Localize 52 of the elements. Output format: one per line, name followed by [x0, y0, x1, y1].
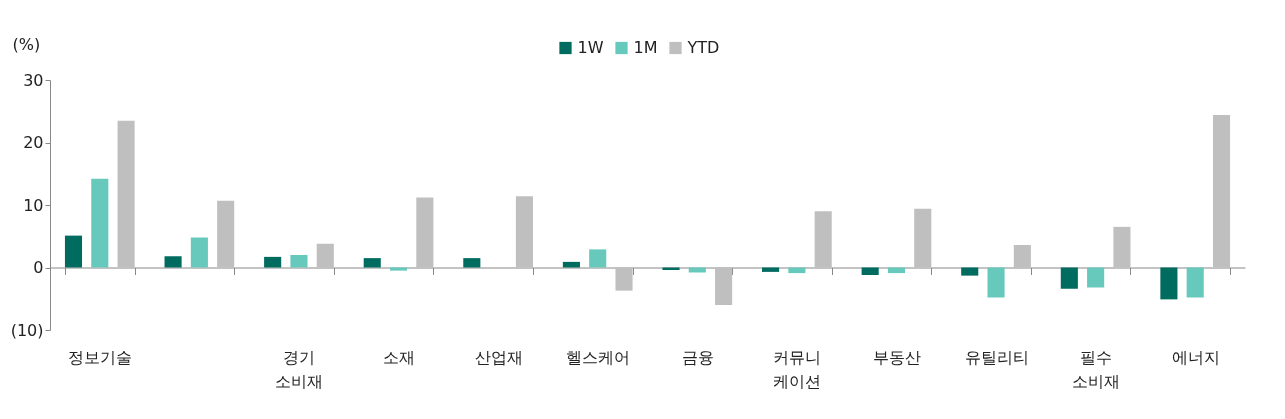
x-tick-label: 산업재 — [474, 347, 523, 367]
x-tick-label: 소재 — [383, 347, 416, 367]
bar — [1212, 115, 1231, 268]
legend-label: 1M — [633, 38, 658, 57]
y-axis-title: (%) — [12, 34, 41, 54]
bar — [861, 267, 879, 275]
bar — [1013, 245, 1031, 268]
x-tick-label: 헬스케어 — [566, 347, 631, 367]
x-tick-label: 정보기술 — [68, 347, 133, 367]
x-tick-label: 경기 소비재 — [275, 347, 324, 391]
y-tick-label: 10 — [23, 195, 44, 215]
bar — [1160, 267, 1178, 300]
bar — [389, 267, 408, 271]
bar — [914, 208, 932, 268]
x-tick-label: 커뮤니 케이션 — [773, 347, 822, 391]
bar — [615, 267, 633, 291]
bar — [316, 243, 334, 268]
bar — [290, 255, 308, 268]
bar — [164, 256, 182, 268]
bar — [715, 267, 733, 305]
bar — [961, 267, 979, 276]
bar — [688, 267, 706, 273]
bar — [217, 200, 235, 268]
y-tick-label: 20 — [23, 133, 44, 152]
x-tick-label: 유틸리티 — [964, 347, 1029, 367]
bar — [1113, 226, 1131, 268]
bar — [987, 267, 1005, 298]
bar — [814, 211, 832, 268]
bar — [589, 249, 607, 268]
x-tick-label: 금융 — [681, 347, 714, 367]
bar — [64, 235, 83, 268]
bar — [190, 237, 208, 268]
x-tick-label: 필수 소비재 — [1072, 347, 1121, 391]
legend-label: YTD — [686, 38, 720, 57]
x-tick-label: 부동산 — [872, 347, 921, 367]
bar — [463, 258, 481, 268]
bar — [1186, 267, 1204, 298]
y-tick-label: 0 — [33, 258, 44, 277]
bar — [91, 178, 109, 268]
bar — [416, 197, 434, 268]
bar — [363, 258, 381, 268]
bar — [1087, 267, 1105, 288]
bar — [264, 256, 282, 268]
y-tick-label: (10) — [10, 320, 44, 340]
bar — [1060, 267, 1078, 289]
bar — [515, 196, 533, 268]
bar — [762, 267, 780, 272]
x-tick-label: 에너지 — [1171, 347, 1220, 367]
legend-label: 1W — [577, 38, 604, 57]
bar — [117, 120, 135, 268]
y-tick-label: 30 — [23, 70, 44, 90]
bar — [562, 261, 580, 268]
